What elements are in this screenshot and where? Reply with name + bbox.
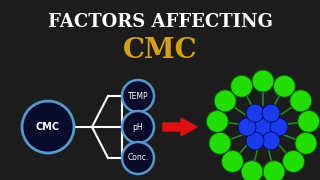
Circle shape: [263, 161, 285, 180]
Text: CMC: CMC: [36, 122, 60, 132]
Text: CMC: CMC: [123, 37, 197, 64]
Circle shape: [241, 161, 263, 180]
Circle shape: [238, 118, 256, 136]
Circle shape: [298, 111, 320, 132]
Circle shape: [209, 132, 231, 154]
Circle shape: [252, 70, 274, 92]
Circle shape: [283, 150, 305, 172]
Circle shape: [273, 75, 295, 97]
Circle shape: [22, 101, 74, 153]
Circle shape: [246, 104, 264, 122]
Circle shape: [262, 104, 280, 122]
Circle shape: [246, 132, 264, 150]
Circle shape: [206, 111, 228, 132]
Circle shape: [295, 132, 317, 154]
Circle shape: [254, 118, 272, 136]
Text: TEMP: TEMP: [128, 91, 148, 100]
Circle shape: [122, 80, 154, 112]
Text: pH: pH: [133, 123, 143, 132]
Text: Conc.: Conc.: [127, 154, 148, 163]
FancyArrow shape: [163, 118, 197, 136]
Circle shape: [122, 111, 154, 143]
Circle shape: [231, 75, 252, 97]
Text: FACTORS AFFECTING: FACTORS AFFECTING: [48, 13, 272, 31]
Circle shape: [262, 132, 280, 150]
Circle shape: [214, 90, 236, 112]
Circle shape: [270, 118, 288, 136]
Circle shape: [122, 142, 154, 174]
Circle shape: [221, 150, 244, 172]
Circle shape: [290, 90, 312, 112]
